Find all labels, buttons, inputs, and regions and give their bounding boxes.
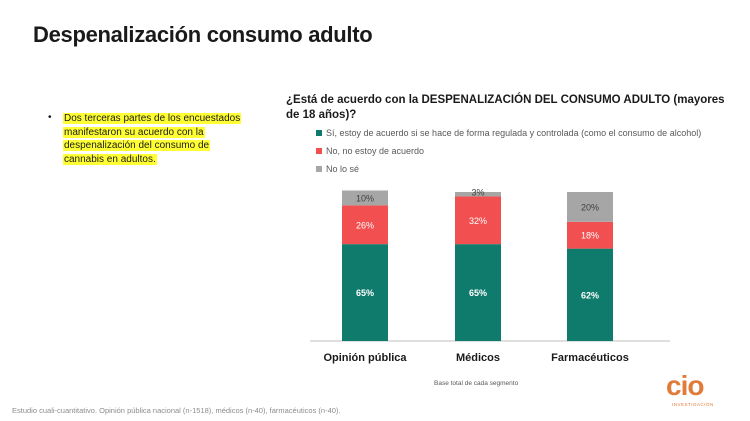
data-label-no-3: 18% — [581, 231, 599, 241]
category-label-3: Farmacéuticos — [551, 352, 629, 364]
logo-text: cio — [666, 370, 704, 401]
chart-question: ¿Está de acuerdo con la DESPENALIZACIÓN … — [286, 94, 725, 121]
data-label-no-1: 26% — [356, 220, 374, 230]
data-label-si-3: 62% — [581, 290, 599, 300]
chart-legend: Sí, estoy de acuerdo si se hace de forma… — [316, 124, 701, 178]
data-label-nose-1: 10% — [356, 193, 374, 203]
data-label-nose-3: 20% — [581, 202, 599, 212]
logo-subtitle: INVESTIGACIÓN — [672, 402, 714, 407]
bar-nose-2 — [455, 192, 501, 197]
bullet-dot: • — [48, 112, 52, 123]
legend-swatch-si — [316, 130, 322, 136]
data-label-si-2: 65% — [469, 288, 487, 298]
category-label-1: Opinión pública — [323, 352, 407, 364]
key-finding-text: Dos terceras partes de los encuestados m… — [63, 112, 248, 166]
bar-no-2 — [455, 196, 501, 245]
page-title: Despenalización consumo adulto — [33, 22, 373, 47]
data-label-nose-2: 3% — [471, 187, 484, 197]
legend-item-nose: No lo sé — [316, 160, 701, 178]
bar-si-3 — [567, 248, 613, 341]
category-label-2: Médicos — [456, 352, 500, 364]
bar-no-1 — [342, 205, 388, 245]
cio-logo: cio INVESTIGACIÓN — [664, 370, 714, 410]
bar-no-3 — [567, 221, 613, 249]
legend-swatch-no — [316, 148, 322, 154]
bar-nose-1 — [342, 190, 388, 206]
data-label-no-2: 32% — [469, 216, 487, 226]
highlighted-text: Dos terceras partes de los encuestados m… — [63, 113, 242, 165]
bar-si-1 — [342, 244, 388, 341]
legend-label-no: No, no estoy de acuerdo — [326, 146, 425, 156]
legend-item-no: No, no estoy de acuerdo — [316, 142, 701, 160]
bar-si-2 — [455, 244, 501, 341]
stacked-bar-chart: 65% 26% 10% Opinión pública 65% 32% 3% Médicos 6… — [310, 187, 670, 364]
base-note: Base total de cada segmento — [434, 380, 519, 387]
legend-label-si: Sí, estoy de acuerdo si se hace de forma… — [326, 128, 702, 138]
legend-swatch-nose — [316, 166, 322, 172]
data-label-si-1: 65% — [356, 288, 374, 298]
legend-label-nose: No lo sé — [326, 164, 360, 174]
legend-item-si: Sí, estoy de acuerdo si se hace de forma… — [316, 124, 701, 142]
bar-nose-3 — [567, 192, 613, 222]
footnote: Estudio cuali-cuantitativo. Opinión públ… — [12, 406, 341, 415]
